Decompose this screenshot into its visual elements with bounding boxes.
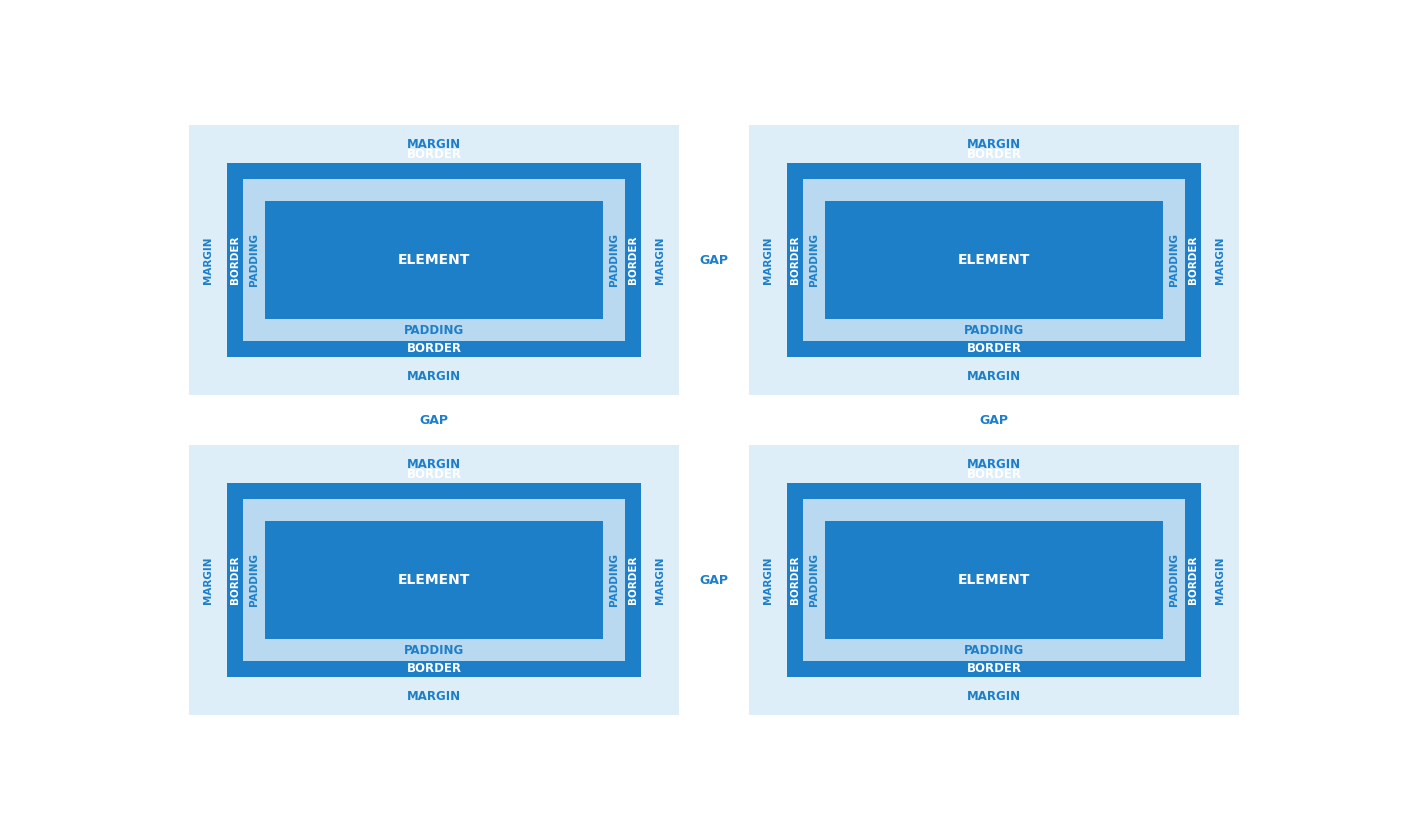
Bar: [266, 521, 603, 639]
Text: MARGIN: MARGIN: [407, 458, 461, 470]
Text: GAP: GAP: [700, 574, 728, 586]
Text: BORDER: BORDER: [1188, 556, 1198, 604]
Text: BORDER: BORDER: [230, 236, 240, 284]
Text: MARGIN: MARGIN: [967, 690, 1021, 702]
Bar: [803, 179, 1185, 341]
Text: MARGIN: MARGIN: [967, 458, 1021, 470]
Text: MARGIN: MARGIN: [407, 690, 461, 702]
Bar: [787, 483, 1201, 677]
Bar: [825, 201, 1162, 319]
Text: PADDING: PADDING: [404, 161, 464, 175]
Bar: [825, 521, 1162, 639]
Text: MARGIN: MARGIN: [407, 370, 461, 382]
Bar: [227, 163, 641, 357]
Text: PADDING: PADDING: [404, 323, 464, 337]
Text: GAP: GAP: [980, 413, 1008, 427]
Text: BORDER: BORDER: [967, 663, 1021, 675]
Text: BORDER: BORDER: [230, 556, 240, 604]
Text: MARGIN: MARGIN: [655, 236, 665, 284]
Text: BORDER: BORDER: [628, 556, 638, 604]
Text: MARGIN: MARGIN: [763, 556, 773, 604]
Text: PADDING: PADDING: [964, 481, 1024, 495]
Text: MARGIN: MARGIN: [203, 556, 213, 604]
Bar: [266, 201, 603, 319]
Text: BORDER: BORDER: [967, 343, 1021, 355]
Text: PADDING: PADDING: [964, 323, 1024, 337]
Text: GAP: GAP: [420, 413, 448, 427]
Text: BORDER: BORDER: [967, 149, 1021, 161]
Text: MARGIN: MARGIN: [203, 236, 213, 284]
Text: MARGIN: MARGIN: [967, 370, 1021, 382]
Text: BORDER: BORDER: [407, 149, 461, 161]
Text: PADDING: PADDING: [248, 234, 258, 286]
Text: ELEMENT: ELEMENT: [398, 573, 470, 587]
Text: PADDING: PADDING: [404, 643, 464, 657]
Text: PADDING: PADDING: [810, 234, 820, 286]
Text: MARGIN: MARGIN: [655, 556, 665, 604]
Bar: [750, 125, 1240, 395]
Text: BORDER: BORDER: [407, 469, 461, 481]
Bar: [243, 179, 625, 341]
Text: BORDER: BORDER: [628, 236, 638, 284]
Text: PADDING: PADDING: [608, 234, 618, 286]
Text: BORDER: BORDER: [967, 469, 1021, 481]
Text: GAP: GAP: [700, 254, 728, 266]
Text: BORDER: BORDER: [790, 556, 800, 604]
Text: PADDING: PADDING: [964, 643, 1024, 657]
Text: MARGIN: MARGIN: [763, 236, 773, 284]
Bar: [243, 499, 625, 661]
Text: ELEMENT: ELEMENT: [958, 573, 1030, 587]
Text: PADDING: PADDING: [810, 554, 820, 606]
Text: MARGIN: MARGIN: [1215, 556, 1225, 604]
Text: BORDER: BORDER: [407, 343, 461, 355]
Bar: [787, 163, 1201, 357]
Text: BORDER: BORDER: [1188, 236, 1198, 284]
Text: PADDING: PADDING: [964, 161, 1024, 175]
Bar: [803, 499, 1185, 661]
Text: PADDING: PADDING: [1170, 554, 1180, 606]
Bar: [188, 445, 678, 715]
Text: MARGIN: MARGIN: [1215, 236, 1225, 284]
Bar: [750, 445, 1240, 715]
Text: ELEMENT: ELEMENT: [958, 253, 1030, 267]
Text: BORDER: BORDER: [407, 663, 461, 675]
Text: ELEMENT: ELEMENT: [398, 253, 470, 267]
Text: MARGIN: MARGIN: [967, 138, 1021, 150]
Text: PADDING: PADDING: [404, 481, 464, 495]
Text: PADDING: PADDING: [1170, 234, 1180, 286]
Text: BORDER: BORDER: [790, 236, 800, 284]
Bar: [188, 125, 678, 395]
Text: PADDING: PADDING: [608, 554, 618, 606]
Text: PADDING: PADDING: [248, 554, 258, 606]
Bar: [227, 483, 641, 677]
Text: MARGIN: MARGIN: [407, 138, 461, 150]
